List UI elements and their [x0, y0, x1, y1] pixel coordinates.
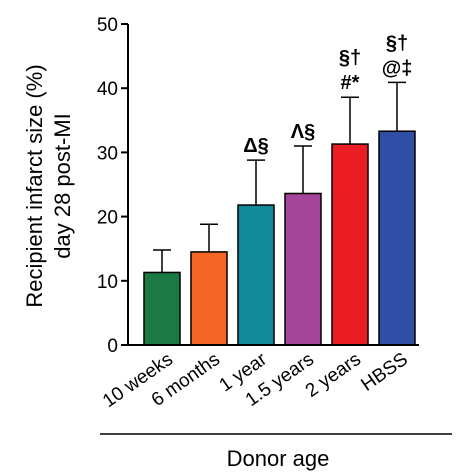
y-tick-label: 40 — [97, 79, 118, 100]
y-tick-label: 10 — [97, 272, 118, 293]
y-axis-title: Recipient infarct size (%) day 28 post-MI — [22, 64, 75, 307]
significance-label: #* — [341, 72, 360, 94]
y-tick-label: 20 — [97, 208, 118, 229]
bar — [190, 251, 228, 346]
y-axis-title-line: Recipient infarct size (%) — [22, 64, 47, 307]
y-tick-label: 50 — [97, 15, 118, 36]
significance-annotations: Δ§ Λ§ §† #* §† @‡ — [243, 32, 412, 157]
bar — [237, 204, 275, 346]
y-tick-label: 0 — [107, 336, 118, 357]
significance-label: @‡ — [382, 57, 413, 79]
x-axis-title: Donor age — [227, 446, 330, 471]
significance-label: Δ§ — [243, 135, 269, 157]
significance-label: §† — [339, 47, 361, 69]
significance-label: Λ§ — [291, 121, 315, 143]
significance-label: §† — [386, 32, 408, 54]
bars — [143, 81, 416, 346]
y-axis-title-line: day 28 post-MI — [50, 113, 75, 259]
y-axis: 0 10 20 30 40 50 — [97, 15, 129, 357]
x-tick-label: HBSS — [357, 349, 411, 396]
y-tick-label: 30 — [97, 143, 118, 164]
bar — [378, 130, 416, 346]
bar — [143, 271, 181, 346]
bar — [331, 143, 369, 346]
bar — [284, 192, 322, 346]
